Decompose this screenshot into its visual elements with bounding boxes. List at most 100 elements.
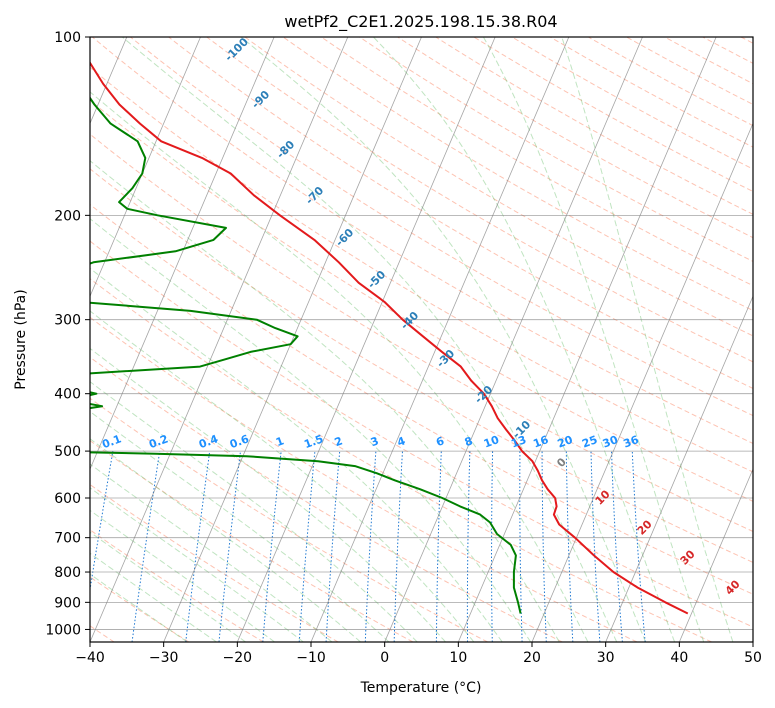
moist-adiabat-line	[90, 509, 275, 642]
y-tick-label: 400	[54, 387, 81, 403]
y-tick-label: 100	[54, 30, 81, 46]
moist-adiabat-line	[482, 37, 705, 642]
dry-adiabat-label: 40	[723, 577, 743, 597]
mixing-ratio-line	[185, 451, 211, 642]
dry-adiabat-line	[702, 37, 753, 64]
dry-adiabat-line	[740, 37, 753, 44]
ticks-layer: −40 −30 −20 −10 0 10 20 30 40 5010020030040050060…	[45, 30, 762, 666]
dry-adiabat-line	[90, 397, 488, 642]
x-tick-label: −30	[149, 650, 179, 666]
y-tick-label: 800	[54, 565, 81, 581]
dry-adiabat-line	[206, 37, 753, 363]
x-tick-label: 0	[380, 650, 389, 666]
moist-adiabat-line	[90, 573, 188, 642]
dry-adiabat-label: -90	[249, 88, 272, 111]
dry-adiabat-label: -50	[365, 268, 388, 291]
x-tick-label: −40	[75, 650, 105, 666]
dry-adiabat-line	[90, 483, 339, 642]
mixing-ratio-label: 3	[369, 434, 381, 449]
x-tick-label: 10	[449, 650, 467, 666]
dry-adiabat-line	[90, 278, 712, 642]
dry-adiabat-label: 30	[678, 547, 698, 567]
y-axis-label: Pressure (hPa)	[13, 289, 29, 389]
x-axis-label: Temperature (°C)	[360, 680, 482, 696]
dry-adiabat-line	[282, 37, 753, 312]
mixing-ratio-label: 0.2	[147, 432, 170, 451]
dry-adiabat-label: -70	[303, 184, 326, 207]
dry-adiabat-line	[511, 37, 753, 170]
isotherm-line	[163, 37, 422, 642]
mixing-ratio-label: 36	[622, 433, 641, 451]
mixing-ratio-line	[590, 451, 601, 642]
dewpoint-profile-line	[90, 96, 522, 614]
dry-adiabat-line	[359, 37, 753, 262]
moist-adiabat-line	[90, 381, 418, 642]
mixing-ratio-label: 10	[482, 433, 501, 451]
dry-adiabat-label: -80	[274, 138, 297, 161]
dry-adiabat-line	[90, 133, 753, 533]
x-tick-label: 20	[523, 650, 541, 666]
x-tick-label: 30	[597, 650, 615, 666]
mixing-ratio-label: 16	[531, 433, 550, 451]
isotherm-line	[90, 37, 201, 298]
isotherm-line	[310, 37, 570, 642]
moist-adiabat-line	[373, 37, 676, 642]
moist-adiabat-line	[90, 160, 560, 642]
dry-adiabat-label: -30	[434, 347, 457, 370]
mixing-ratio-line	[611, 451, 623, 642]
dry-adiabat-label: -40	[398, 309, 421, 332]
moist-adiabat-line	[90, 91, 589, 642]
dry-adiabat-line	[90, 240, 753, 628]
dry-adiabat-label: 10	[593, 487, 613, 507]
dry-adiabat-line	[90, 203, 753, 595]
dry-adiabat-line	[90, 440, 414, 642]
mixing-ratio-line	[466, 451, 471, 642]
isotherm-line	[457, 37, 717, 642]
grid-layer	[90, 37, 753, 642]
y-tick-label: 900	[54, 595, 81, 611]
y-tick-label: 700	[54, 531, 81, 547]
x-tick-label: −10	[296, 650, 326, 666]
dry-adiabat-line	[549, 37, 753, 148]
isotherm-line	[678, 468, 753, 642]
y-tick-label: 500	[54, 444, 81, 460]
isotherm-line	[384, 37, 643, 642]
mixing-ratio-line	[435, 451, 442, 642]
dry-adiabat-line	[664, 37, 753, 85]
moist-adiabat-line	[90, 531, 246, 642]
y-tick-label: 200	[54, 208, 81, 224]
chart-title: wetPf2_C2E1.2025.198.15.38.R04	[284, 12, 557, 32]
dry-adiabat-label: -100	[222, 35, 251, 64]
y-tick-label: 300	[54, 313, 81, 329]
dry-adiabat-line	[588, 37, 753, 127]
x-tick-label: −20	[223, 650, 253, 666]
moist-adiabat-line	[90, 310, 475, 642]
moist-adiabat-line	[90, 438, 361, 642]
mixing-ratio-label: 1	[274, 434, 286, 449]
mixing-ratio-line	[491, 451, 494, 642]
plot-frame	[89, 36, 754, 643]
dry-adiabat-line	[244, 37, 753, 337]
isotherm-line	[90, 37, 349, 642]
mixing-ratio-label: 0.6	[228, 432, 251, 451]
y-tick-label: 600	[54, 491, 81, 507]
mixing-ratio-label: 20	[556, 433, 575, 451]
mixing-ratio-line	[325, 451, 341, 642]
dry-adiabat-line	[90, 168, 753, 563]
moist-adiabat-line	[90, 218, 532, 642]
dry-adiabat-label: 0	[554, 455, 569, 470]
moist-adiabat-line	[90, 410, 390, 642]
x-tick-label: 50	[744, 650, 762, 666]
mixing-ratio-label: 25	[580, 433, 599, 450]
mixing-ratio-line	[218, 451, 241, 642]
series-layer	[90, 60, 689, 615]
dry-adiabat-line	[90, 66, 753, 473]
mixing-ratio-line	[364, 451, 377, 642]
isotherm-line	[531, 122, 753, 642]
dry-adiabat-line	[90, 316, 638, 642]
dry-adiabat-line	[91, 37, 753, 445]
moist-adiabat-line	[90, 463, 333, 642]
mixing-ratio-label: 8	[463, 434, 475, 449]
mixing-ratio-line	[541, 451, 547, 642]
